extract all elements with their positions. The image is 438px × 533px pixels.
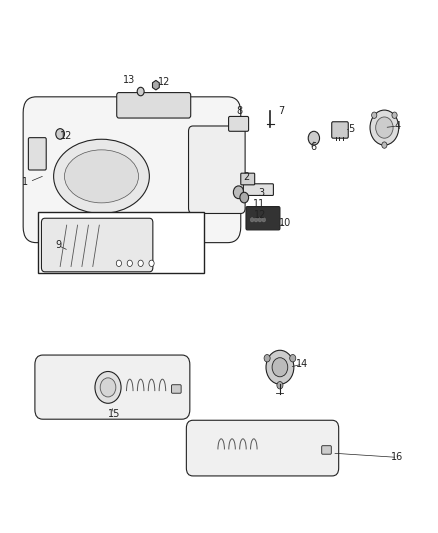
Circle shape (138, 260, 143, 266)
Text: 12: 12 (158, 77, 170, 87)
Circle shape (272, 358, 288, 377)
Circle shape (137, 87, 144, 96)
Ellipse shape (53, 139, 149, 214)
FancyBboxPatch shape (246, 207, 280, 230)
Text: 3: 3 (258, 188, 264, 198)
Circle shape (290, 354, 296, 362)
Text: 16: 16 (391, 453, 403, 463)
Circle shape (95, 372, 121, 403)
Circle shape (371, 112, 377, 118)
Text: 6: 6 (311, 142, 317, 152)
FancyBboxPatch shape (188, 126, 245, 214)
Circle shape (127, 260, 132, 266)
Circle shape (262, 217, 265, 222)
Text: 5: 5 (348, 124, 354, 134)
Text: 4: 4 (394, 121, 400, 131)
Text: 11: 11 (253, 199, 265, 209)
Text: 12: 12 (254, 209, 266, 220)
Circle shape (254, 217, 258, 222)
FancyBboxPatch shape (244, 184, 273, 196)
FancyBboxPatch shape (229, 116, 249, 131)
Circle shape (277, 382, 283, 389)
FancyBboxPatch shape (28, 138, 46, 170)
FancyBboxPatch shape (23, 97, 241, 243)
Circle shape (116, 260, 121, 266)
Ellipse shape (64, 150, 138, 203)
Text: 1: 1 (22, 176, 28, 187)
Text: 12: 12 (60, 131, 72, 141)
Circle shape (308, 131, 320, 145)
Text: 15: 15 (107, 409, 120, 419)
Text: 8: 8 (237, 106, 243, 116)
Text: 2: 2 (243, 172, 249, 182)
FancyBboxPatch shape (332, 122, 348, 138)
Circle shape (264, 354, 270, 362)
FancyBboxPatch shape (35, 355, 190, 419)
FancyBboxPatch shape (241, 173, 254, 185)
Circle shape (240, 192, 249, 203)
Circle shape (233, 186, 244, 199)
Circle shape (382, 142, 387, 148)
FancyBboxPatch shape (172, 385, 181, 393)
Circle shape (392, 112, 397, 118)
Circle shape (149, 260, 154, 266)
Text: 10: 10 (279, 218, 291, 228)
Circle shape (376, 117, 393, 138)
Bar (39, 212, 204, 273)
Circle shape (258, 217, 261, 222)
FancyBboxPatch shape (42, 218, 153, 272)
Text: 13: 13 (123, 75, 135, 85)
Circle shape (251, 217, 254, 222)
FancyBboxPatch shape (186, 420, 339, 476)
Circle shape (266, 350, 294, 384)
Text: 9: 9 (55, 240, 61, 251)
Text: 14: 14 (297, 359, 309, 369)
Circle shape (100, 378, 116, 397)
Text: 7: 7 (279, 106, 285, 116)
Circle shape (56, 128, 64, 139)
FancyBboxPatch shape (322, 446, 331, 454)
Circle shape (370, 110, 399, 145)
FancyBboxPatch shape (117, 93, 191, 118)
